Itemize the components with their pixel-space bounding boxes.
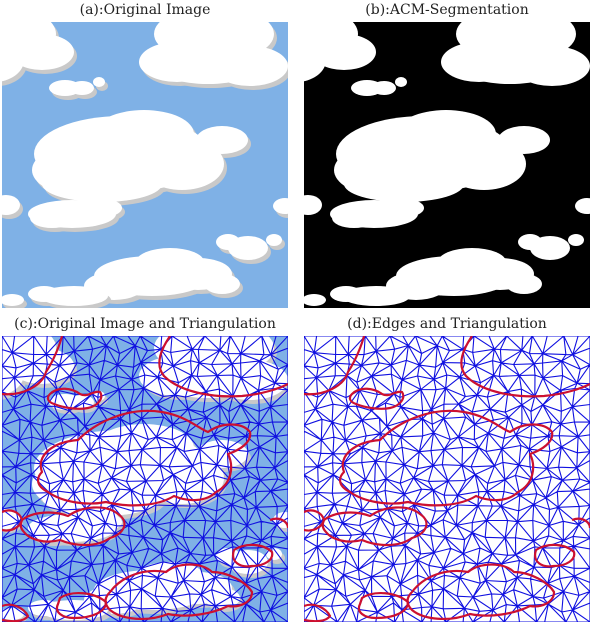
cloud-lower-left — [2, 286, 111, 308]
contour-small — [348, 387, 405, 410]
contour-large-cloud — [338, 409, 554, 507]
caption-b: (b):ACM-Segmentation — [365, 2, 529, 18]
segmentation-edges — [2, 336, 288, 622]
cloud-upper-left-small — [351, 77, 407, 96]
cloud-top-left — [304, 22, 376, 82]
triangulation-mesh — [304, 336, 590, 622]
contour-large-cloud — [36, 409, 252, 507]
contour-left-mid — [321, 506, 428, 547]
contour-left-edge — [2, 509, 24, 532]
contour-small — [46, 387, 103, 410]
cloud-lower — [386, 248, 542, 300]
cloud-top-right — [139, 22, 288, 90]
cloud-left-edge — [2, 195, 23, 219]
contour-left-mid — [19, 506, 126, 547]
original-image-canvas — [2, 22, 288, 308]
cloud-left-mid — [330, 198, 424, 228]
cloud-lower-left — [304, 286, 410, 306]
image-triangulation-canvas — [2, 336, 288, 622]
cloud-lower — [84, 248, 243, 304]
contour-top-left — [2, 336, 64, 396]
segmentation-canvas — [304, 22, 590, 308]
contour-top-right — [158, 336, 288, 398]
contour-lower-left — [357, 592, 410, 620]
contour-lower-left — [55, 592, 108, 620]
caption-c: (c):Original Image and Triangulation — [14, 316, 276, 332]
cloud-top-left — [2, 22, 77, 86]
contour-right — [534, 517, 590, 568]
cloud-left-mid — [28, 198, 125, 232]
contour-bottom-left — [2, 603, 30, 622]
panel-edges-triangulation — [304, 336, 590, 622]
panel-original-image — [2, 22, 288, 308]
cloud-right-mid — [518, 234, 584, 260]
cloud-right-edge — [273, 198, 288, 218]
contour-left-edge — [304, 509, 326, 532]
contour-top-left — [304, 336, 366, 396]
cloud-top-right — [441, 22, 590, 86]
contour-lower — [104, 563, 254, 620]
cloud-large-center — [334, 110, 550, 202]
contour-top-right — [460, 336, 590, 398]
cloud-right-mid — [216, 234, 285, 264]
contour-lower — [406, 563, 556, 620]
panel-acm-segmentation — [304, 22, 590, 308]
cloud-right-edge — [575, 198, 590, 214]
triangulation-mesh — [2, 336, 288, 622]
edges-triangulation-canvas — [304, 336, 590, 622]
caption-d: (d):Edges and Triangulation — [347, 316, 547, 332]
caption-a: (a):Original Image — [79, 2, 211, 18]
contour-right — [232, 517, 288, 568]
contour-bottom-left — [304, 603, 332, 622]
cloud-large-center — [32, 110, 251, 206]
panel-image-triangulation — [2, 336, 288, 622]
cloud-upper-left-small — [49, 77, 108, 100]
cloud-left-edge — [304, 195, 322, 215]
segmentation-edges — [304, 336, 590, 622]
